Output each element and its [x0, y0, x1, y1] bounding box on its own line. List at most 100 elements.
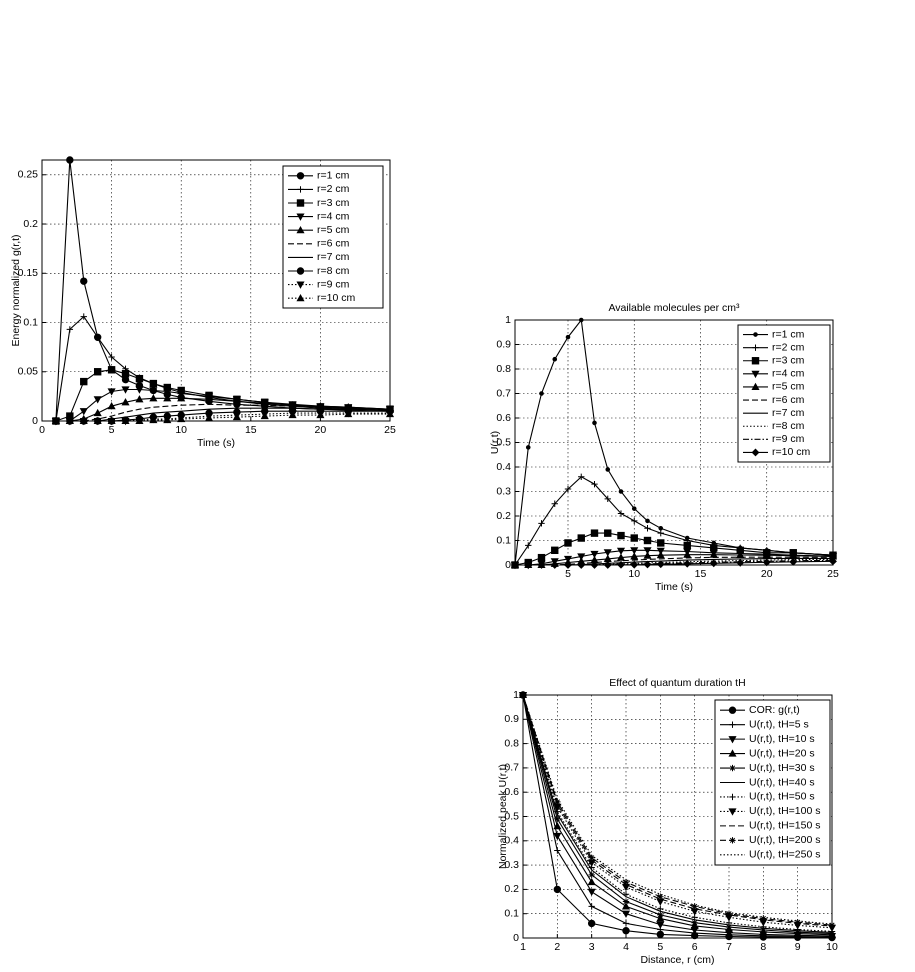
series-line [522, 694, 833, 925]
y-tick-label: 0.6 [496, 412, 511, 424]
marker [232, 397, 241, 405]
marker [107, 401, 116, 410]
legend-label: U(r,t), tH=20 s [749, 747, 815, 759]
marker [616, 553, 626, 561]
y-tick-label: 0.1 [23, 316, 38, 328]
marker [656, 560, 665, 569]
y-tick-label: 0.6 [504, 786, 519, 798]
marker [592, 420, 597, 426]
legend-label: U(r,t), tH=50 s [749, 791, 815, 803]
y-tick-label: 1 [513, 689, 519, 701]
marker [80, 277, 88, 285]
marker [656, 921, 665, 929]
x-tick-label: 0 [39, 424, 45, 436]
legend-label: U(r,t), tH=200 s [749, 834, 820, 846]
y-tick-label: 0.8 [504, 737, 519, 749]
marker [344, 409, 353, 418]
marker [725, 923, 733, 931]
x-tick-label: 10 [628, 568, 640, 580]
marker [554, 815, 561, 823]
legend-label: r=3 cm [772, 355, 805, 367]
marker [260, 411, 269, 420]
y-axis-label: U(r,t) [489, 431, 501, 454]
marker [577, 553, 586, 561]
marker [539, 391, 544, 396]
x-tick-label: 15 [245, 424, 257, 436]
marker [622, 891, 630, 898]
legend-label: r=7 cm [772, 407, 805, 419]
series-line [514, 476, 834, 566]
legend-label: U(r,t), tH=5 s [749, 718, 809, 730]
y-tick-label: 0.4 [504, 835, 519, 847]
marker [631, 517, 638, 525]
legend-label: r=10 cm [317, 292, 355, 304]
y-axis-label: Energy normalized g(r,t) [10, 234, 22, 346]
x-tick-label: 20 [761, 568, 773, 580]
marker [691, 919, 698, 926]
y-tick-label: 0.05 [18, 366, 39, 378]
x-tick-label: 1 [520, 941, 526, 953]
marker [621, 902, 631, 910]
marker [752, 344, 759, 351]
marker [177, 390, 186, 398]
y-tick-label: 0.15 [18, 267, 39, 279]
legend-label: U(r,t), tH=250 s [749, 849, 820, 861]
y-tick-label: 1 [505, 314, 511, 326]
marker [657, 539, 665, 547]
legend-label: r=4 cm [317, 210, 350, 222]
legend-label: r=2 cm [772, 341, 805, 353]
marker [121, 386, 130, 394]
marker [683, 550, 692, 558]
series-line [522, 694, 833, 927]
marker [204, 395, 214, 403]
marker [553, 832, 562, 841]
marker [657, 893, 664, 900]
marker [643, 547, 652, 555]
y-tick-label: 0.7 [496, 387, 511, 399]
x-tick-label: 7 [726, 941, 732, 953]
legend-label: r=10 cm [772, 446, 810, 458]
marker [588, 871, 595, 879]
marker [177, 414, 186, 423]
x-tick-label: 25 [384, 424, 396, 436]
y-tick-label: 0.3 [504, 859, 519, 871]
marker [658, 525, 664, 531]
y-tick-label: 0 [513, 932, 519, 944]
y-axis-label: Normalized peak U(r,t) [497, 764, 509, 869]
marker [260, 399, 269, 407]
marker [630, 552, 639, 560]
plot-frame [514, 319, 834, 566]
marker [163, 388, 172, 396]
marker [551, 500, 558, 507]
marker [288, 410, 297, 419]
series-line [522, 694, 833, 938]
marker [751, 382, 760, 391]
legend-label: r=1 cm [317, 170, 350, 182]
marker [617, 531, 625, 540]
marker [656, 550, 665, 559]
marker [66, 326, 74, 333]
legend-label: r=5 cm [772, 381, 805, 393]
marker [729, 721, 736, 728]
legend-label: r=2 cm [317, 183, 350, 195]
series-line [515, 558, 834, 566]
series-line [522, 694, 833, 932]
marker [121, 398, 130, 406]
y-tick-label: 0.4 [496, 461, 511, 473]
marker [94, 334, 101, 341]
marker [554, 847, 561, 854]
marker [644, 525, 651, 532]
marker [552, 356, 558, 362]
marker [80, 313, 87, 320]
marker [751, 448, 760, 457]
series-line [522, 694, 833, 933]
marker [554, 798, 561, 806]
plot-frame [41, 159, 391, 422]
marker [296, 281, 305, 289]
marker [296, 199, 305, 207]
x-tick-label: 4 [623, 941, 629, 953]
legend-label: r=3 cm [317, 197, 350, 209]
marker [762, 550, 771, 559]
marker [683, 541, 691, 550]
x-tick-label: 6 [692, 941, 698, 953]
